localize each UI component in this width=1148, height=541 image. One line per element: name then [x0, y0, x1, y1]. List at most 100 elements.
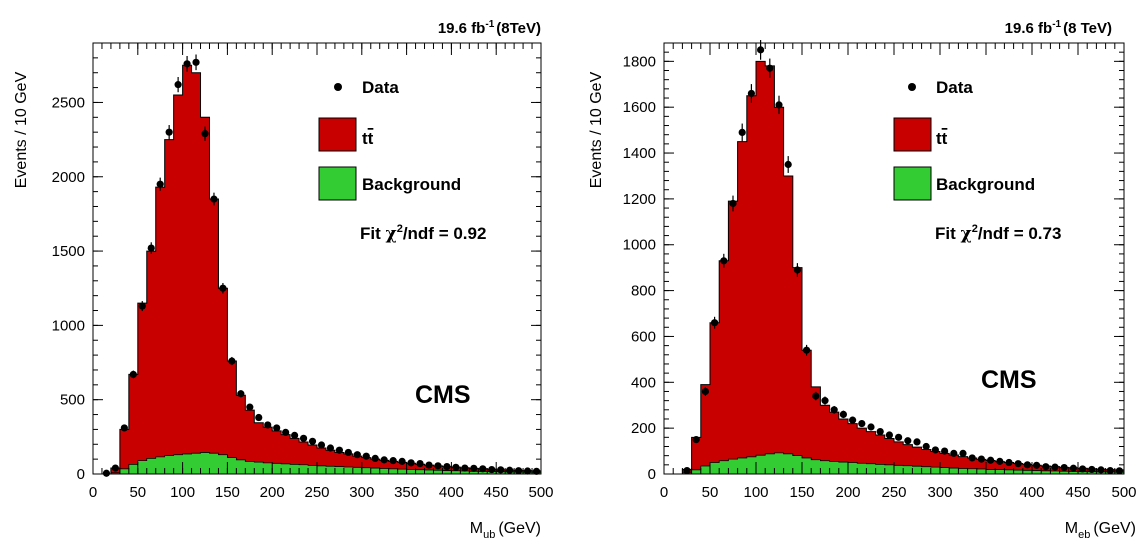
x-tick-label: 250: [881, 484, 906, 501]
background-bar: [245, 461, 255, 474]
ttbar-bar: [308, 445, 317, 474]
ttbar-bar: [783, 175, 793, 474]
lumi-label: 19.6 fb-1 (8 TeV): [1005, 19, 1112, 37]
data-point: [950, 449, 958, 457]
data-point: [102, 469, 111, 477]
x-tick-label: 50: [702, 484, 719, 501]
data-point: [711, 319, 719, 327]
x-tick-label: 450: [484, 484, 509, 501]
background-bar: [737, 457, 747, 474]
data-point: [308, 437, 317, 445]
ttbar-bar: [691, 437, 701, 474]
background-bar: [719, 460, 729, 474]
legend-background-swatch: [318, 166, 357, 201]
data-point: [299, 434, 308, 442]
ttbar-bar: [884, 438, 894, 474]
background-bar: [986, 469, 996, 474]
data-point: [1042, 463, 1050, 471]
x-tick-label: 50: [129, 484, 146, 501]
background-bar: [299, 464, 309, 474]
data-point: [692, 436, 700, 444]
x-tick-label: 300: [927, 484, 952, 501]
background-bar: [857, 463, 867, 474]
background-bar: [995, 469, 1005, 474]
y-tick-label: 600: [631, 328, 656, 345]
ttbar-bar: [343, 453, 353, 474]
data-point: [839, 410, 848, 418]
data-point: [849, 416, 857, 424]
axes: 0 200 400 600 800 1000 1200 1400 1600 1800 0 50 100 1…: [623, 42, 1137, 501]
ttbar-bar: [155, 187, 165, 475]
y-tick-label: 1000: [623, 237, 656, 254]
background-bar: [343, 467, 353, 474]
x-tick-label: 400: [1019, 484, 1044, 501]
ttbar-bar: [903, 444, 913, 474]
fit-result: Fit χ2/ndf = 0.92: [360, 223, 486, 244]
background-bar: [967, 468, 977, 474]
data-point: [1051, 463, 1059, 471]
data-point: [317, 441, 326, 449]
data-point: [784, 160, 792, 169]
background-bar: [415, 469, 425, 474]
x-tick-label: 250: [304, 484, 329, 501]
background-bar: [119, 468, 129, 474]
background-bar: [334, 466, 344, 474]
data-point: [434, 462, 442, 470]
background-bar: [397, 469, 407, 474]
background-bar: [921, 466, 931, 474]
background-bar: [290, 464, 300, 474]
data-point: [183, 60, 191, 68]
background-bar: [792, 455, 802, 474]
background-bar: [1032, 470, 1042, 474]
data-point: [201, 130, 209, 138]
data-point: [931, 446, 940, 454]
ttbar-bar: [1032, 465, 1042, 474]
background-bar: [976, 468, 986, 474]
ttbar-bar: [995, 461, 1005, 474]
data-point: [237, 390, 245, 398]
data-point: [1023, 461, 1031, 469]
ttbar-bar: [765, 65, 775, 474]
background-bar: [209, 453, 219, 474]
data-point: [1069, 464, 1077, 472]
background-bar: [1022, 470, 1032, 474]
ttbar-bar: [281, 434, 291, 474]
y-tick-label: 2500: [52, 94, 85, 111]
background-bar: [254, 462, 264, 474]
background-bar: [958, 468, 968, 474]
ttbar-bar: [200, 117, 210, 474]
data-point: [362, 452, 370, 460]
legend-data-label: Data: [362, 78, 399, 97]
ttbar-bar: [940, 453, 950, 474]
data-point: [488, 465, 496, 474]
y-tick-label: 1000: [52, 317, 85, 334]
data-point: [335, 446, 343, 454]
ttbar-bar: [173, 95, 183, 474]
data-point: [766, 64, 774, 72]
ttbar-bar: [700, 384, 710, 474]
data-point: [830, 406, 838, 414]
ttbar-bar: [361, 457, 371, 474]
background-bar: [774, 452, 784, 474]
ttbar-bar: [379, 460, 389, 474]
x-tick-label: 200: [835, 484, 860, 501]
data-point: [398, 457, 406, 465]
ttbar-bar: [756, 61, 766, 475]
data-point: [353, 451, 361, 459]
background-bar: [200, 452, 210, 474]
x-tick-label: 100: [743, 484, 768, 501]
data-point: [219, 284, 227, 292]
background-bar: [756, 455, 766, 474]
ttbar-bar: [236, 395, 246, 474]
data-point: [479, 465, 487, 473]
background-bar: [1059, 471, 1069, 474]
data-point: [461, 464, 469, 472]
y-axis-label: Events / 10 GeV: [13, 71, 30, 188]
y-tick-label: 1600: [623, 99, 656, 116]
data-point: [165, 128, 173, 136]
ttbar-bar: [119, 429, 129, 474]
data-point: [497, 466, 505, 474]
data-point: [1005, 458, 1013, 467]
background-bar: [1050, 471, 1060, 474]
